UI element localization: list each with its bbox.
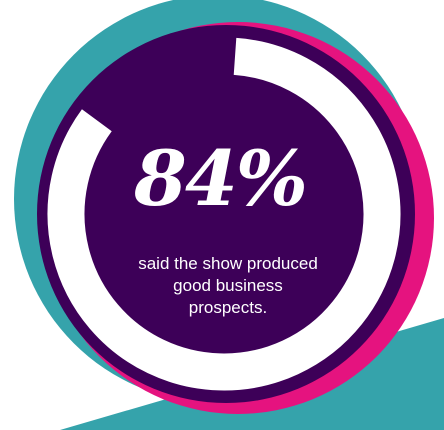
purple-disc [37, 25, 415, 403]
progress-ring-arc [47, 37, 401, 391]
